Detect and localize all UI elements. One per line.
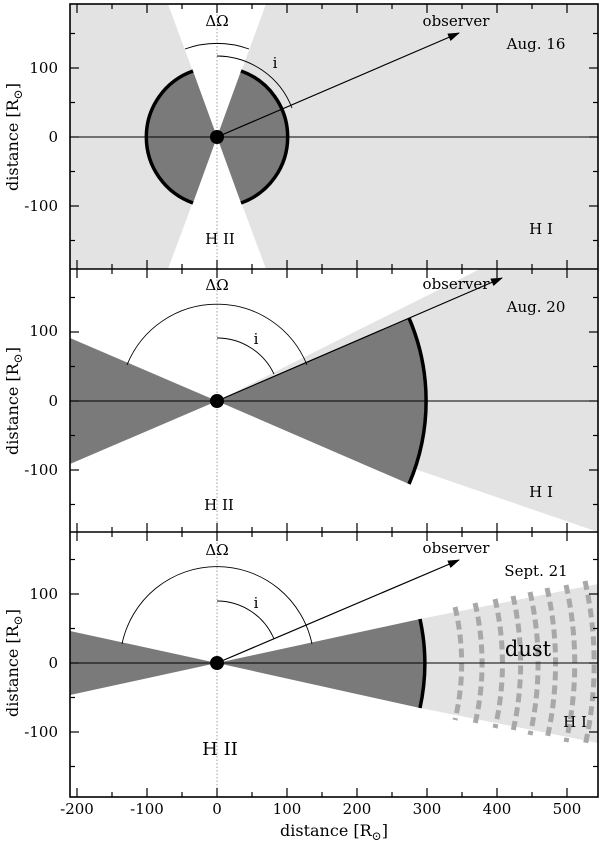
x-tick-label: 100 [273,800,302,818]
y-tick-label: 0 [48,392,58,410]
y-tick-label: 0 [48,654,58,672]
panel-date: Aug. 16 [506,35,566,53]
hii-label: H II [205,230,235,248]
panel-sept21: ΔΩ i observer Sept. 21 dust H II H I [70,532,598,797]
panel-aug20-regions [70,269,598,532]
observer-label: observer [423,539,491,557]
inclination-label: i [254,594,259,612]
hii-label: H II [204,496,234,514]
dust-shell [563,584,578,743]
delta-omega-arc [184,43,250,50]
dust-shell [582,580,597,747]
y-tick-label: 0 [48,128,58,146]
delta-omega-label: ΔΩ [205,276,228,294]
y-axis-title-close: ] [3,609,22,615]
inclination-label: i [254,330,259,348]
y-axis-title-sub: ⊙ [11,89,25,99]
central-star [210,130,224,144]
panel-date: Sept. 21 [504,562,567,580]
y-axis-title-close: ] [3,83,22,89]
y-tick-label: -100 [24,197,58,215]
x-tick-label: 400 [483,800,512,818]
x-tick-label: 300 [413,800,442,818]
hi-label: H I [529,483,553,501]
delta-omega-arc [126,303,308,366]
inclination-arc [216,55,293,109]
x-axis-title-close: ] [382,821,388,840]
panel-date: Aug. 20 [506,298,566,316]
delta-omega-label: ΔΩ [205,541,228,559]
x-tick-label: 500 [553,800,582,818]
dust-label: dust [505,637,552,661]
y-tick-labels: 100 0 -100 100 0 -100 100 0 -100 [24,59,58,741]
hi-label: H I [563,713,587,731]
y-tick-label: 100 [29,585,58,603]
central-star [210,656,224,670]
axis-ticks [70,4,598,797]
inclination-arc [216,600,275,640]
delta-omega-label: ΔΩ [205,12,228,30]
inclination-label: i [273,54,278,72]
y-axis-title-close: ] [3,347,22,353]
inclination-arc [216,337,275,375]
y-axis-title-text: distance [R [3,362,22,455]
hii-cone-south [168,137,266,269]
y-tick-label: 100 [29,322,58,340]
observer-arrow [216,559,460,664]
y-tick-label: -100 [24,461,58,479]
panel-aug16-regions [70,4,598,269]
y-tick-label: -100 [24,723,58,741]
y-tick-label: 100 [29,59,58,77]
dust-shell [492,598,505,729]
y-axis-title: distance [R⊙] [3,609,25,717]
observer-label: observer [423,275,491,293]
hii-label: H II [202,739,238,760]
observer-arrow [216,277,503,402]
x-axis-title-text: distance [R [280,821,373,840]
panel-aug16: ΔΩ i observer Aug. 16 H II H I [70,4,598,269]
panel-sept21-regions [70,532,598,797]
y-axis-title-sub: ⊙ [11,615,25,625]
x-tick-label: 200 [343,800,372,818]
x-axis-title-sub: ⊙ [372,829,382,843]
y-axis-title-text: distance [R [3,624,22,717]
observer-arrow [216,32,460,138]
y-axis-title: distance [R⊙] [3,347,25,455]
y-axis-title-text: distance [R [3,98,22,191]
hi-label: H I [529,220,553,238]
observer-label: observer [423,12,491,30]
x-tick-labels: -200 -100 0 100 200 300 400 500 [60,800,581,818]
y-axis-title-sub: ⊙ [11,353,25,363]
panel-aug20: ΔΩ i observer Aug. 20 H II H I [70,269,598,532]
x-tick-label: 0 [212,800,222,818]
central-star [210,394,224,408]
x-axis-title: distance [R⊙] [280,821,388,843]
delta-omega-arc [121,566,313,645]
x-tick-label: -100 [130,800,164,818]
x-tick-label: -200 [60,800,94,818]
y-axis-title: distance [R⊙] [3,83,25,191]
